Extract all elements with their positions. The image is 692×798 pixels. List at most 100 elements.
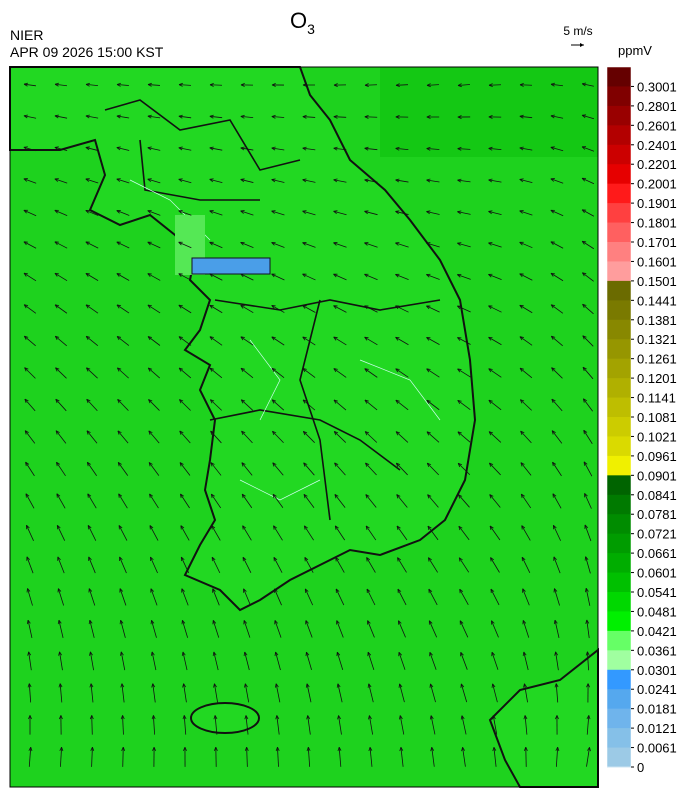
wind-arrow [117, 462, 129, 476]
wind-arrow-head [244, 683, 248, 688]
wind-arrow-head [550, 335, 556, 340]
wind-arrow [305, 620, 313, 638]
wind-arrow-head [457, 462, 463, 468]
wind-arrow [551, 367, 563, 379]
wind-arrow [147, 367, 161, 379]
colorbar-label: 0.2801 [637, 99, 677, 114]
agency: NIER [10, 27, 43, 43]
wind-arrow [519, 273, 533, 281]
wind-arrow [23, 272, 37, 282]
wind-arrow-head [209, 114, 214, 119]
wind-arrow [523, 651, 529, 671]
colorbar-segment [607, 280, 631, 301]
wind-arrow [25, 461, 35, 477]
wind-arrow-head [209, 367, 215, 372]
wind-arrow [54, 146, 68, 152]
wind-arrow-head [397, 557, 401, 562]
wind-arrow-head [519, 336, 524, 341]
colorbar-segment [607, 514, 631, 535]
wind-arrow-head [491, 715, 496, 720]
colorbar-segment [607, 358, 631, 379]
wind-arrow [396, 462, 408, 476]
wind-arrow-head [459, 620, 464, 625]
wind-arrow-head [302, 430, 308, 436]
wind-arrow-head [364, 210, 369, 215]
wind-arrow-head [488, 178, 493, 183]
wind-arrow [54, 178, 68, 184]
wind-arrow [462, 747, 466, 767]
wind-arrow-head [274, 683, 279, 688]
colorbar-segment [607, 397, 631, 418]
wind-arrow [333, 210, 347, 216]
wind-arrow [89, 620, 95, 638]
wind-arrow [368, 715, 374, 735]
wind-arrow-head [86, 367, 91, 372]
wind-arrow [369, 747, 373, 767]
wind-arrow [493, 747, 497, 767]
wind-arrow-head [364, 242, 369, 246]
wind-arrow-head [520, 462, 525, 467]
colorbar-label: 0.0241 [637, 682, 677, 697]
wind-arrow-head [426, 242, 431, 246]
wind-arrow-head [26, 588, 31, 593]
wind-arrow-head [54, 146, 59, 151]
wind-arrow [457, 400, 471, 410]
wind-arrow-head [90, 746, 95, 752]
wind-arrow-head [333, 242, 338, 246]
wind-arrow-head [581, 177, 587, 182]
wind-arrow-head [24, 398, 29, 404]
wind-arrow-head [179, 430, 184, 435]
wind-arrow-head [488, 305, 493, 310]
wind-arrow [520, 430, 532, 444]
colorbar-label: 0.3001 [637, 79, 677, 94]
wind-arrow [488, 179, 502, 183]
wind-arrow-head [364, 336, 369, 341]
wind-arrow [581, 146, 595, 152]
wind-arrow [241, 462, 253, 476]
wind-arrow [181, 620, 189, 638]
wind-arrow-head [242, 556, 247, 562]
wind-arrow [153, 715, 155, 735]
wind-arrow [116, 336, 130, 346]
wind-arrow-head [304, 557, 309, 562]
wind-arrow [241, 430, 253, 444]
colorbar-label: 0.2201 [637, 157, 677, 172]
wind-arrow [395, 368, 409, 378]
wind-arrow [86, 367, 98, 379]
wind-arrow-head [426, 210, 431, 215]
wind-arrow-head [552, 461, 557, 467]
wind-arrow-head [209, 210, 214, 214]
wind-arrow-head [365, 525, 370, 530]
wind-arrow-head [365, 462, 370, 467]
wind-arrow [458, 557, 470, 573]
wind-arrow-head [364, 368, 369, 373]
wind-arrow [56, 493, 66, 509]
wind-arrow [240, 147, 254, 151]
wind-arrow-head [55, 430, 60, 435]
wind-arrow-head [551, 367, 556, 372]
wind-arrow [460, 683, 468, 703]
wind-arrow-head [54, 209, 59, 214]
wind-arrow [23, 115, 37, 119]
wind-arrow-head [457, 368, 462, 373]
colorbar-label: 0 [637, 760, 644, 775]
wind-arrow-head [116, 367, 122, 372]
colorbar-segment [607, 708, 631, 729]
wind-arrow [333, 399, 347, 411]
wind-arrow [550, 241, 564, 249]
wind-arrow-head [458, 557, 463, 562]
wind-arrow-head [85, 304, 91, 309]
colorbar-segment [607, 300, 631, 321]
wind-arrow-head [182, 683, 187, 688]
wind-arrow-head [457, 399, 462, 404]
wind-arrow-head [519, 399, 525, 404]
wind-arrow [148, 462, 160, 476]
wind-arrow-head [273, 525, 277, 530]
wind-arrow [272, 430, 284, 444]
wind-arrow-head [242, 525, 247, 530]
wind-arrow [490, 588, 500, 606]
wind-arrow [582, 272, 594, 282]
wind-arrow [209, 84, 223, 86]
wind-arrow-head [151, 715, 156, 720]
wind-arrow [24, 430, 36, 444]
